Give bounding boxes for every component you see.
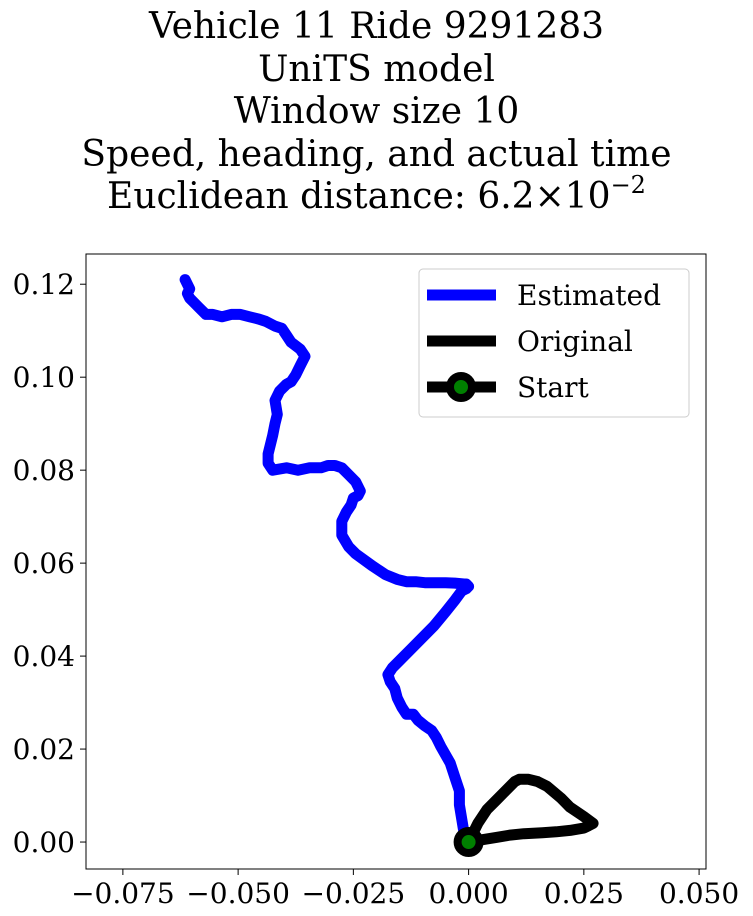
y-tick-label: 0.00 — [13, 826, 75, 859]
legend-label-original: Original — [517, 325, 633, 358]
title-line-model: UniTS model — [258, 48, 495, 90]
title-line-vehicle: Vehicle 11 Ride 9291283 — [148, 6, 605, 47]
title-metric-exponent: −2 — [610, 171, 646, 199]
y-tick-label: 0.04 — [13, 640, 75, 673]
y-tick-label: 0.06 — [13, 547, 75, 580]
y-tick-label: 0.10 — [13, 361, 75, 394]
start-marker — [453, 827, 484, 858]
y-tick-label: 0.08 — [13, 454, 75, 487]
x-axis: −0.075 −0.050 −0.025 0.000 0.025 0.050 — [71, 869, 739, 910]
legend-start-marker — [446, 372, 476, 402]
y-tick-label: 0.02 — [13, 733, 75, 766]
y-axis: 0.00 0.02 0.04 0.06 0.08 0.10 0.12 — [13, 268, 86, 859]
x-tick-label: 0.025 — [544, 877, 624, 910]
title-line-features: Speed, heading, and actual time — [81, 133, 672, 175]
legend-label-estimated: Estimated — [517, 279, 661, 312]
x-tick-label: 0.050 — [659, 877, 739, 910]
title-line-window: Window size 10 — [233, 91, 520, 132]
legend: Estimated Original Start — [418, 268, 690, 418]
y-tick-label: 0.12 — [13, 268, 75, 301]
x-tick-label: 0.000 — [429, 877, 509, 910]
series-line-estimated — [179, 274, 475, 848]
legend-label-start: Start — [517, 371, 590, 404]
plot-frame — [85, 253, 707, 870]
x-tick-label: −0.025 — [302, 877, 406, 910]
legend-box — [418, 268, 690, 418]
series-line-original — [463, 773, 599, 848]
series-layer — [179, 274, 599, 858]
title-line-metric: Euclidean distance: 6.2×10−2 — [0, 173, 753, 219]
x-tick-label: −0.050 — [186, 877, 290, 910]
chart-title: Vehicle 11 Ride 9291283 UniTS model Wind… — [0, 6, 753, 219]
x-tick-label: −0.075 — [71, 877, 175, 910]
title-metric-text: Euclidean distance: 6.2×10 — [107, 176, 611, 217]
